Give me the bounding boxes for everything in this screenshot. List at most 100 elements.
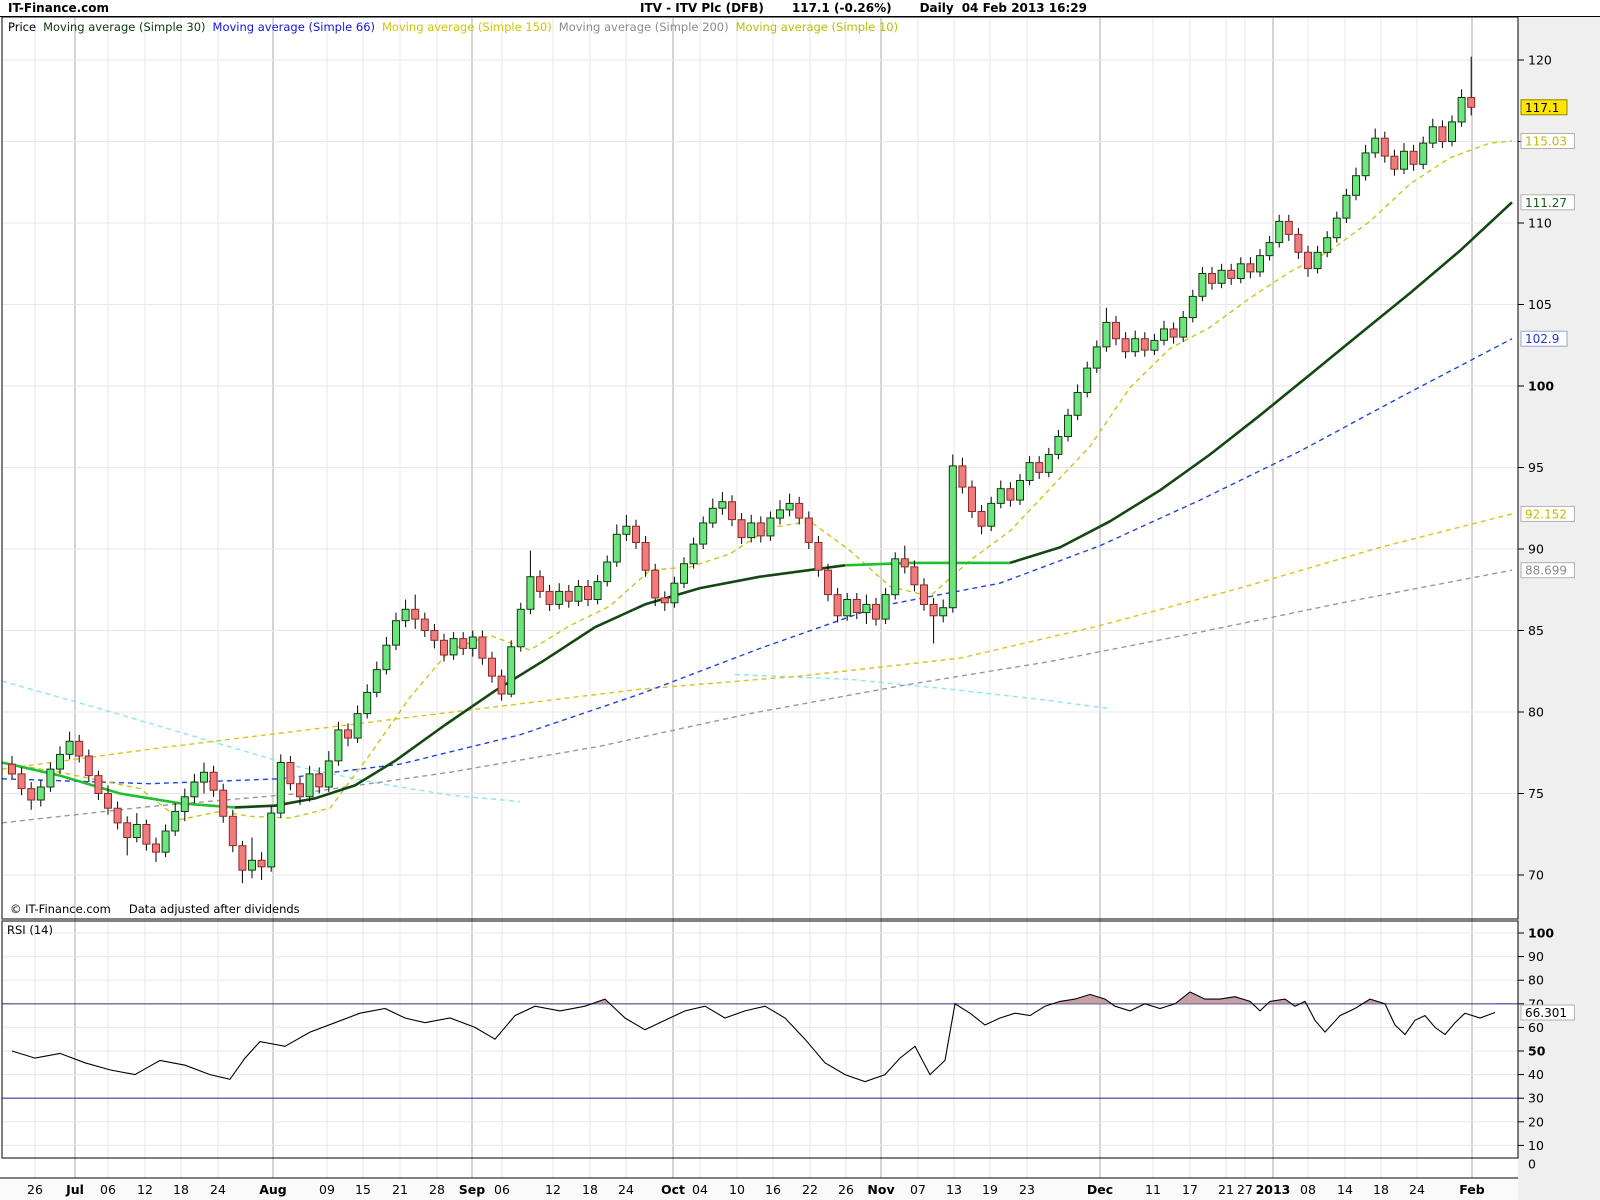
- candle-up: [1179, 317, 1188, 338]
- rsi-tick-label: 100: [1528, 926, 1554, 941]
- dividend-note: Data adjusted after dividends: [128, 902, 300, 916]
- rsi-plot-border: [1, 920, 1519, 1159]
- copyright-text: © IT-Finance.com: [10, 902, 111, 916]
- legend-item-ma[interactable]: Moving average (Simple 150): [382, 20, 552, 34]
- candle-down: [660, 597, 669, 604]
- candle-up: [449, 638, 458, 656]
- ma66-line: [1, 338, 1513, 785]
- candle-up: [603, 561, 612, 583]
- brand-logo-text[interactable]: IT-Finance.com: [8, 1, 110, 15]
- candle-down: [968, 486, 976, 513]
- candle-up: [1016, 480, 1024, 501]
- candle-down: [1112, 321, 1120, 340]
- quote-change: 117.1 (-0.26%): [791, 1, 892, 15]
- candle-up: [881, 594, 890, 620]
- date-label-month: 2013: [1256, 1182, 1291, 1197]
- candle-up: [1131, 338, 1140, 353]
- candle-down: [430, 630, 439, 641]
- legend-item-ma[interactable]: Moving average (Simple 66): [212, 20, 375, 34]
- date-label-day: 14: [1337, 1182, 1353, 1197]
- candle-up: [1102, 321, 1111, 348]
- candle-up: [1150, 339, 1159, 351]
- ma200-line: [1, 569, 1513, 824]
- candle-up: [1236, 263, 1245, 279]
- rsi-tick-label: 40: [1528, 1067, 1544, 1082]
- candle-down: [958, 465, 967, 488]
- candle-up: [46, 768, 55, 788]
- rsi-tick-label: 80: [1528, 973, 1544, 988]
- candle-down: [632, 525, 640, 544]
- cyan-ma-line-right: [734, 673, 1111, 710]
- date-label-day: 27: [1237, 1182, 1253, 1197]
- price-tick-label: 90: [1528, 542, 1544, 557]
- candle-down: [113, 807, 122, 824]
- candle-up: [593, 581, 602, 600]
- date-label-day: 16: [765, 1182, 781, 1197]
- candle-up: [1361, 152, 1370, 177]
- price-tick-label: 110: [1528, 216, 1552, 231]
- ma30-line: [844, 561, 1010, 567]
- date-label-day: 19: [982, 1182, 998, 1197]
- candle-down: [1121, 338, 1130, 353]
- candle-up: [843, 599, 852, 617]
- candle-up: [1332, 217, 1341, 239]
- date-label-month: Nov: [867, 1182, 894, 1197]
- candle-down: [1467, 97, 1476, 108]
- candle-up: [161, 830, 170, 853]
- candle-up: [1073, 392, 1082, 416]
- price-tick-label: 105: [1528, 297, 1552, 312]
- candle-down: [459, 638, 468, 649]
- candle-up: [1054, 436, 1063, 455]
- date-label-day: 07: [910, 1182, 926, 1197]
- candle-up: [1265, 242, 1274, 257]
- rsi-tick-label: 90: [1528, 949, 1544, 964]
- date-label-day: 12: [137, 1182, 153, 1197]
- candle-up: [1275, 220, 1284, 244]
- candle-down: [1208, 273, 1216, 284]
- candle-down: [545, 590, 554, 605]
- candle-down: [84, 755, 93, 777]
- legend-item-ma[interactable]: Moving average (Simple 30): [43, 20, 206, 34]
- date-label-day: 18: [1373, 1182, 1389, 1197]
- candle-up: [785, 502, 794, 511]
- candle-up: [891, 558, 900, 596]
- candle-up: [948, 465, 957, 609]
- legend-item-ma[interactable]: Moving average (Simple 200): [558, 20, 729, 34]
- candle-up: [1044, 454, 1053, 473]
- legend-item-price[interactable]: Price: [8, 20, 37, 34]
- candle-down: [872, 603, 880, 620]
- timeframe-label[interactable]: Daily: [919, 1, 954, 15]
- candle-down: [641, 542, 650, 571]
- date-label-month: Dec: [1087, 1182, 1113, 1197]
- candle-down: [900, 558, 909, 568]
- price-value-label: 88.699: [1525, 564, 1567, 578]
- candle-up: [1198, 273, 1207, 297]
- candle-down: [1390, 155, 1399, 170]
- candle-down: [123, 822, 132, 838]
- rsi-indicator-label[interactable]: RSI (14): [7, 923, 53, 937]
- legend-item-ma[interactable]: Moving average (Simple 10): [735, 20, 899, 34]
- candle-up: [574, 586, 583, 602]
- price-value-label: 117.1: [1525, 101, 1559, 115]
- price-tick-label: 75: [1528, 786, 1544, 801]
- candle-up: [180, 796, 189, 812]
- candle-up: [132, 824, 141, 838]
- candle-up: [526, 576, 535, 610]
- rsi-plot-background: [2, 921, 1518, 1158]
- candle-up: [1342, 194, 1351, 219]
- candle-down: [1438, 126, 1447, 143]
- date-label-day: 23: [1019, 1182, 1035, 1197]
- value-box: [1520, 562, 1575, 579]
- candle-up: [382, 644, 391, 671]
- date-label-day: 26: [27, 1182, 43, 1197]
- candle-up: [996, 488, 1005, 504]
- date-label-month: Sep: [459, 1182, 485, 1197]
- candle-up: [1400, 150, 1408, 170]
- quote-datetime: 04 Feb 2013 16:29: [961, 1, 1087, 15]
- ma150-line: [1, 513, 1513, 770]
- candle-up: [1448, 121, 1456, 143]
- ma30-line: [1, 761, 236, 809]
- candle-up: [248, 859, 256, 871]
- candlestick-series[interactable]: [8, 56, 1476, 884]
